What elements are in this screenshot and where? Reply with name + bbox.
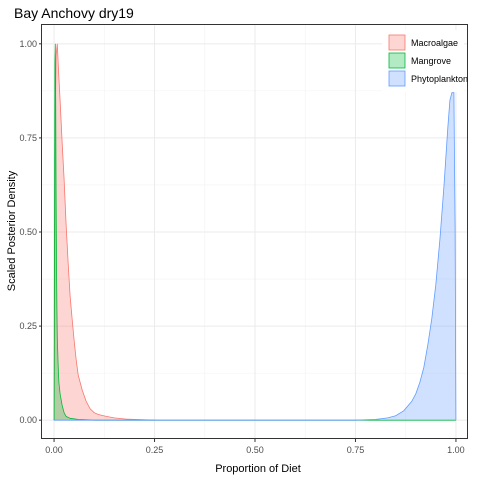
x-tick-label: 0.00 <box>45 445 63 455</box>
density-line-phytoplankton <box>54 92 457 421</box>
x-tick-label: 1.00 <box>447 445 465 455</box>
x-tick-label: 0.50 <box>246 445 264 455</box>
x-tick-label: 0.25 <box>146 445 164 455</box>
x-tick-label: 0.75 <box>347 445 365 455</box>
density-area-macroalgae <box>54 43 155 421</box>
density-line-macroalgae <box>53 43 155 421</box>
legend-key-macroalgae <box>388 34 406 51</box>
density-line-mangrove <box>53 43 456 421</box>
axis-ticks: 0.00 0.25 0.50 0.75 1.00 0.00 0.25 0.50 0.75 1.00 <box>19 39 464 455</box>
y-tick-label: 0.00 <box>19 415 37 425</box>
legend-label-macroalgae: Macroalgae <box>411 38 458 48</box>
y-tick-label: 0.25 <box>19 321 37 331</box>
chart-title: Bay Anchovy dry19 <box>14 5 134 21</box>
legend-label-mangrove: Mangrove <box>411 56 451 66</box>
density-areas <box>53 43 457 421</box>
y-tick-label: 0.50 <box>19 227 37 237</box>
y-tick-label: 1.00 <box>19 39 37 49</box>
legend-background <box>382 30 464 92</box>
legend: Macroalgae Mangrove Phytoplankton <box>382 30 468 92</box>
y-axis-title: Scaled Posterior Density <box>6 170 18 291</box>
legend-key-phytoplankton <box>388 70 406 87</box>
legend-key-mangrove <box>388 52 406 69</box>
legend-label-phytoplankton: Phytoplankton <box>411 74 468 84</box>
x-axis-title: Proportion of Diet <box>215 463 301 475</box>
y-tick-label: 0.75 <box>19 133 37 143</box>
